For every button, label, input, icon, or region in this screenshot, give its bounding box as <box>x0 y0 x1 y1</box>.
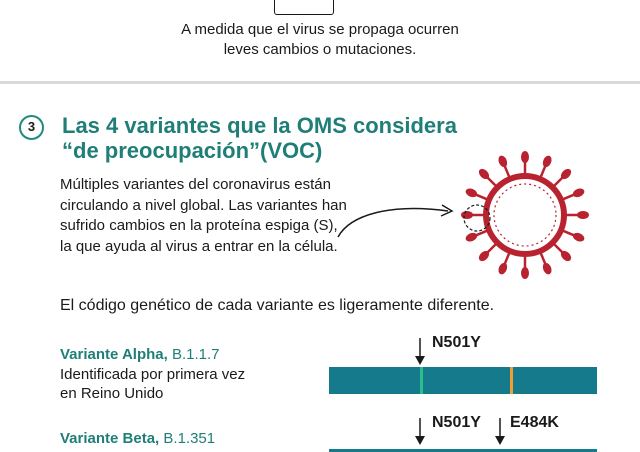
variant-alpha-label: Variante Alpha, <box>60 346 168 363</box>
variant-alpha-desc-line-2: en Reino Unido <box>60 385 164 402</box>
genetic-code-note: El código genético de cada variante es l… <box>60 297 495 314</box>
variant-alpha-code: B.1.1.7 <box>171 346 220 363</box>
section-title-line-2: “de preocupación”(VOC) <box>62 138 323 163</box>
alpha-mutation-n501y-label: N501Y <box>432 334 481 351</box>
variant-alpha-desc-line-1: Identificada por primera vez <box>60 366 246 383</box>
variant-beta-label: Variante Beta, <box>60 430 160 447</box>
intro-line-1: A medida que el virus se propaga ocurren <box>181 21 459 38</box>
description-line-4: la que ayuda al virus a entrar en la cél… <box>60 237 338 255</box>
down-arrow-icon <box>495 418 505 445</box>
beta-mutation-e484k-label: E484K <box>510 414 559 431</box>
variants-description: Múltiples variantes del coronavirus está… <box>60 175 390 257</box>
down-arrow-icon <box>415 338 425 365</box>
alpha-mutation-marker-orange <box>510 367 513 394</box>
section-divider <box>0 81 640 84</box>
step-number-badge: 3 <box>19 115 44 140</box>
variant-alpha-description: Identificada por primera vez en Reino Un… <box>60 365 300 403</box>
curved-arrow-icon <box>337 204 454 238</box>
alpha-mutation-marker-green <box>420 367 423 394</box>
description-line-2: circulando a nivel global. Las variantes… <box>60 196 347 214</box>
variant-beta-name: Variante Beta, B.1.351 <box>60 430 215 448</box>
down-arrow-icon <box>415 418 425 445</box>
section-title-line-1: Las 4 variantes que la OMS considera <box>62 113 457 138</box>
alpha-genome-bar <box>329 367 597 394</box>
description-line-1: Múltiples variantes del coronavirus está… <box>60 176 331 193</box>
top-frame-fragment <box>274 0 334 15</box>
coronavirus-icon <box>461 151 589 279</box>
description-line-3: sufrido cambios en la proteína espiga (S… <box>60 217 338 234</box>
beta-mutation-n501y-label: N501Y <box>432 414 481 431</box>
intro-text: A medida que el virus se propaga ocurren… <box>120 20 520 60</box>
section-title: Las 4 variantes que la OMS considera “de… <box>62 113 542 163</box>
variant-beta-code: B.1.351 <box>163 430 216 447</box>
intro-line-2: leves cambios o mutaciones. <box>223 41 417 58</box>
variant-alpha-name: Variante Alpha, B.1.1.7 <box>60 346 220 364</box>
